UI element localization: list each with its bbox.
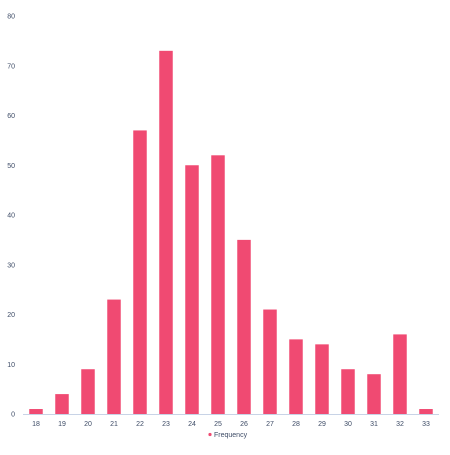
y-tick-label: 20 (7, 312, 15, 319)
x-tick-label: 26 (240, 421, 248, 428)
x-tick-label: 20 (84, 421, 92, 428)
bar-31[interactable] (367, 374, 381, 414)
x-tick-label: 31 (370, 421, 378, 428)
x-tick-label: 23 (162, 421, 170, 428)
y-tick-label: 60 (7, 113, 15, 120)
y-tick-label: 10 (7, 362, 15, 369)
x-tick-label: 27 (266, 421, 274, 428)
x-tick-label: 22 (136, 421, 144, 428)
y-tick-label: 30 (7, 262, 15, 269)
legend-label: Frequency (214, 432, 248, 439)
bar-21[interactable] (107, 299, 121, 414)
bars (29, 50, 433, 415)
bar-32[interactable] (393, 334, 407, 414)
legend[interactable]: Frequency (208, 432, 248, 439)
y-tick-label: 0 (11, 412, 15, 419)
bar-28[interactable] (289, 339, 303, 414)
x-tick-label: 32 (396, 421, 404, 428)
bar-29[interactable] (315, 344, 329, 414)
x-tick-label: 18 (32, 421, 40, 428)
x-tick-label: 25 (214, 421, 222, 428)
x-tick-label: 24 (188, 421, 196, 428)
bar-22[interactable] (133, 130, 147, 415)
bar-19[interactable] (55, 394, 69, 414)
bar-26[interactable] (237, 239, 251, 414)
bar-30[interactable] (341, 369, 355, 414)
bar-33[interactable] (419, 409, 433, 414)
x-axis: 18 19 20 21 22 23 24 25 26 27 28 29 30 31 32 33 (32, 421, 430, 428)
y-tick-label: 40 (7, 213, 15, 220)
x-tick-label: 29 (318, 421, 326, 428)
bar-24[interactable] (185, 165, 199, 414)
y-tick-label: 50 (7, 163, 15, 170)
legend-swatch (208, 432, 212, 437)
bar-27[interactable] (263, 309, 277, 414)
bar-25[interactable] (211, 155, 225, 415)
y-tick-label: 70 (7, 63, 15, 70)
x-tick-label: 19 (58, 421, 66, 428)
bar-23[interactable] (159, 50, 173, 414)
bar-20[interactable] (81, 369, 95, 414)
x-tick-label: 33 (422, 421, 430, 428)
bar-18[interactable] (29, 409, 43, 414)
y-tick-label: 80 (7, 14, 15, 21)
y-axis: 0 10 20 30 40 50 60 70 80 (7, 14, 15, 419)
x-tick-label: 30 (344, 421, 352, 428)
x-tick-label: 28 (292, 421, 300, 428)
x-tick-label: 21 (110, 421, 118, 428)
